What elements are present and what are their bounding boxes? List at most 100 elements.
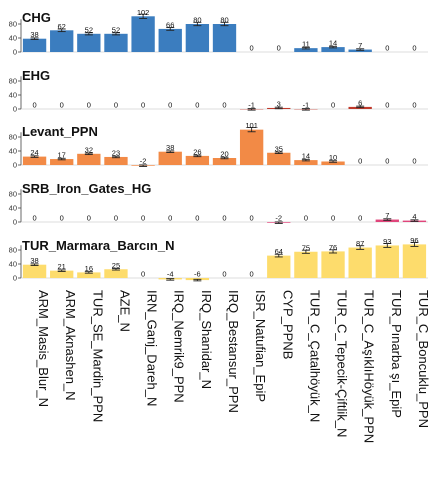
- data-label: 20: [220, 150, 228, 159]
- y-tick-label: 0: [13, 161, 17, 170]
- data-label: 17: [58, 151, 66, 160]
- data-label: 66: [166, 20, 174, 29]
- x-tick-label: IRQ_Bestansur_PPN: [226, 290, 241, 413]
- data-label: -2: [140, 157, 147, 166]
- data-label: 7: [385, 211, 389, 220]
- y-tick-label: 80: [9, 246, 17, 255]
- data-label: 62: [58, 22, 66, 31]
- data-label: 0: [222, 214, 226, 223]
- y-tick-label: 0: [13, 218, 17, 227]
- data-label: 64: [275, 247, 283, 256]
- data-label: 75: [302, 243, 310, 252]
- x-tick-label: TUR_SE_Mardin_PPN: [90, 290, 105, 422]
- y-tick-label: 0: [13, 105, 17, 114]
- bar: [267, 255, 291, 278]
- bar: [239, 129, 264, 165]
- bar: [294, 48, 318, 52]
- x-tick-label: TUR_C_Boncuklu_PPN: [416, 290, 431, 428]
- bar: [267, 152, 291, 165]
- panel-title: SRB_Iron_Gates_HG: [22, 181, 151, 196]
- x-tick-label: TUR_Pınarba şı_EpiP: [389, 290, 404, 418]
- data-label: 52: [85, 25, 93, 34]
- data-label: 0: [168, 214, 172, 223]
- data-label: 0: [32, 101, 36, 110]
- data-label: 102: [137, 8, 150, 17]
- bar: [104, 156, 128, 165]
- data-label: 0: [114, 214, 118, 223]
- data-label: 38: [166, 143, 174, 152]
- data-label: 0: [32, 214, 36, 223]
- x-tick-label: IRQ_Shanidar_N: [199, 290, 214, 389]
- data-label: 0: [87, 101, 91, 110]
- data-label: 87: [356, 239, 364, 248]
- data-label: 0: [412, 157, 416, 166]
- data-label: 0: [250, 44, 254, 53]
- bar: [104, 269, 128, 278]
- data-label: 0: [195, 101, 199, 110]
- data-label: 0: [412, 44, 416, 53]
- bar: [22, 156, 47, 165]
- data-label: 0: [141, 270, 145, 279]
- data-label: 0: [168, 101, 172, 110]
- x-tick-label: ARM_Masis_Blur_N: [36, 290, 51, 407]
- data-label: 0: [222, 101, 226, 110]
- data-label: 0: [385, 44, 389, 53]
- panel-title: Levant_PPN: [22, 124, 98, 139]
- data-label: -2: [275, 214, 282, 223]
- data-label: 24: [30, 148, 38, 157]
- data-label: 96: [410, 236, 418, 245]
- bar: [294, 251, 318, 278]
- data-label: 23: [112, 148, 120, 157]
- data-label: 80: [193, 16, 201, 25]
- bar: [50, 270, 74, 278]
- data-label: 4: [412, 212, 416, 221]
- data-label: 0: [250, 270, 254, 279]
- data-label: 10: [329, 153, 337, 162]
- bar: [22, 264, 47, 278]
- data-label: 38: [30, 30, 38, 39]
- data-label: 0: [222, 270, 226, 279]
- panel-title: EHG: [22, 68, 50, 83]
- data-label: 0: [331, 214, 335, 223]
- bar: [77, 272, 101, 278]
- y-tick-label: 80: [9, 190, 17, 199]
- y-tick-label: 40: [9, 147, 17, 156]
- data-label: 0: [141, 214, 145, 223]
- data-label: 76: [329, 243, 337, 252]
- data-label: 6: [358, 98, 362, 107]
- bar: [77, 153, 101, 165]
- bar: [212, 158, 237, 165]
- bar: [294, 160, 318, 165]
- x-tick-label: TUR_C_Tepecik-Çiftlik_N: [335, 290, 350, 437]
- data-label: -4: [167, 270, 174, 279]
- data-label: 0: [141, 101, 145, 110]
- x-tick-label: IRN_Ganj_Dareh_N: [145, 290, 160, 406]
- data-label: 14: [302, 152, 310, 161]
- data-label: 0: [304, 214, 308, 223]
- bar: [131, 16, 155, 52]
- bar: [77, 33, 101, 52]
- bar: [158, 28, 182, 52]
- data-label: 0: [114, 101, 118, 110]
- data-label: 0: [385, 101, 389, 110]
- y-tick-label: 80: [9, 133, 17, 142]
- bar: [104, 33, 128, 52]
- y-tick-label: 40: [9, 260, 17, 269]
- data-label: 0: [331, 101, 335, 110]
- y-tick-label: 0: [13, 48, 17, 57]
- data-label: 0: [358, 157, 362, 166]
- x-tick-label: CYP_PPNB: [280, 290, 295, 359]
- bar: [375, 245, 399, 278]
- data-label: 11: [302, 40, 310, 49]
- x-tick-label: ISR_Natufian_EpiP: [253, 290, 268, 402]
- data-label: 80: [220, 16, 228, 25]
- bar: [212, 24, 237, 52]
- data-label: 101: [245, 121, 258, 130]
- panel-title: CHG: [22, 10, 51, 25]
- data-label: 14: [329, 39, 337, 48]
- y-tick-label: 40: [9, 91, 17, 100]
- data-label: 21: [58, 262, 66, 271]
- x-tick-label: AZE_N: [117, 290, 132, 332]
- y-tick-label: 80: [9, 77, 17, 86]
- data-label: 3: [277, 99, 281, 108]
